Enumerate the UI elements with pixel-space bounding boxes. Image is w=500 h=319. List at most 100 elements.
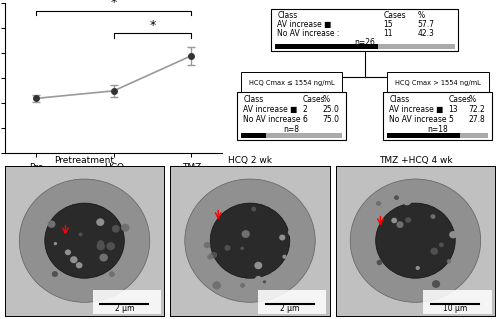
Ellipse shape (405, 217, 411, 223)
Text: 42.3: 42.3 (417, 29, 434, 38)
Ellipse shape (204, 242, 210, 248)
Ellipse shape (430, 214, 436, 219)
Ellipse shape (100, 254, 108, 262)
Ellipse shape (242, 230, 250, 238)
Text: AV increase ■: AV increase ■ (244, 105, 298, 114)
Text: Cases: Cases (384, 11, 406, 20)
Text: AV increase ■: AV increase ■ (278, 20, 332, 29)
Text: 5: 5 (448, 115, 454, 124)
Text: 10 μm: 10 μm (443, 304, 468, 313)
Text: C: C (237, 0, 247, 3)
Ellipse shape (391, 218, 397, 223)
Text: 2: 2 (302, 105, 308, 114)
Ellipse shape (288, 228, 297, 237)
Ellipse shape (279, 234, 285, 241)
Ellipse shape (65, 249, 71, 255)
Text: 2 μm: 2 μm (114, 304, 134, 313)
Ellipse shape (381, 206, 386, 211)
Ellipse shape (402, 197, 411, 205)
Ellipse shape (251, 207, 256, 211)
Bar (266, 133, 342, 137)
Text: 11: 11 (384, 29, 393, 38)
Ellipse shape (350, 179, 480, 302)
Text: Cases: Cases (448, 95, 471, 104)
Ellipse shape (106, 242, 115, 250)
Text: No AV increase :: No AV increase : (390, 115, 452, 124)
Ellipse shape (254, 262, 262, 269)
Text: HCQ Cmax > 1554 ng/mL: HCQ Cmax > 1554 ng/mL (395, 80, 480, 86)
Ellipse shape (185, 179, 315, 302)
Ellipse shape (240, 283, 245, 288)
Ellipse shape (52, 271, 58, 277)
Text: 75.0: 75.0 (322, 115, 340, 124)
Ellipse shape (45, 203, 124, 278)
Ellipse shape (441, 202, 446, 206)
Text: Cases: Cases (302, 95, 325, 104)
FancyBboxPatch shape (383, 92, 492, 140)
Bar (378, 44, 454, 49)
Bar (387, 133, 460, 137)
Ellipse shape (76, 262, 82, 268)
Ellipse shape (263, 280, 266, 283)
Ellipse shape (430, 248, 438, 255)
Ellipse shape (78, 233, 82, 236)
Text: Class: Class (390, 95, 409, 104)
Ellipse shape (432, 280, 440, 288)
Bar (460, 133, 488, 137)
Text: 6: 6 (302, 115, 308, 124)
Bar (424, 290, 492, 314)
Ellipse shape (445, 275, 452, 281)
Ellipse shape (97, 240, 104, 247)
Bar (258, 290, 326, 314)
Ellipse shape (210, 203, 290, 278)
Bar (274, 44, 378, 49)
Bar (92, 290, 161, 314)
Ellipse shape (240, 247, 244, 250)
Ellipse shape (202, 271, 209, 279)
Text: 13: 13 (448, 105, 458, 114)
Text: AV increase ■: AV increase ■ (390, 105, 444, 114)
Text: n=18: n=18 (428, 125, 448, 134)
Bar (241, 133, 266, 137)
Text: 27.8: 27.8 (468, 115, 485, 124)
Ellipse shape (109, 271, 115, 277)
Text: No AV increase :: No AV increase : (244, 115, 306, 124)
Text: No AV increase :: No AV increase : (278, 29, 340, 38)
Text: 72.2: 72.2 (468, 105, 485, 114)
Title: Pretreatment: Pretreatment (54, 156, 114, 165)
Ellipse shape (42, 194, 50, 202)
Text: *: * (150, 19, 156, 32)
Title: TMZ +HCQ 4 wk: TMZ +HCQ 4 wk (378, 156, 452, 165)
Text: 57.7: 57.7 (417, 20, 434, 29)
Text: n=8: n=8 (284, 125, 300, 134)
Ellipse shape (48, 266, 52, 269)
Ellipse shape (70, 256, 78, 263)
Ellipse shape (207, 254, 213, 260)
Ellipse shape (394, 195, 399, 200)
FancyBboxPatch shape (237, 92, 346, 140)
Text: n=26: n=26 (354, 38, 375, 47)
Ellipse shape (96, 218, 104, 226)
Text: 2 μm: 2 μm (280, 304, 299, 313)
Ellipse shape (212, 253, 217, 257)
Text: Class: Class (244, 95, 264, 104)
Ellipse shape (210, 252, 217, 258)
Text: HCQ Cmax ≤ 1554 ng/mL: HCQ Cmax ≤ 1554 ng/mL (249, 80, 334, 86)
Text: %: % (417, 11, 424, 20)
Text: 15: 15 (384, 20, 393, 29)
Ellipse shape (212, 281, 221, 289)
Ellipse shape (384, 194, 392, 201)
Ellipse shape (121, 224, 130, 232)
Ellipse shape (447, 259, 452, 263)
Ellipse shape (96, 242, 105, 250)
Ellipse shape (48, 220, 56, 228)
Text: %: % (468, 95, 475, 104)
Text: *: * (110, 0, 117, 10)
Ellipse shape (449, 231, 457, 238)
Ellipse shape (282, 255, 287, 259)
Ellipse shape (255, 276, 262, 282)
Ellipse shape (20, 179, 150, 302)
Text: Class: Class (278, 11, 297, 20)
Ellipse shape (376, 201, 382, 206)
Ellipse shape (54, 242, 57, 245)
